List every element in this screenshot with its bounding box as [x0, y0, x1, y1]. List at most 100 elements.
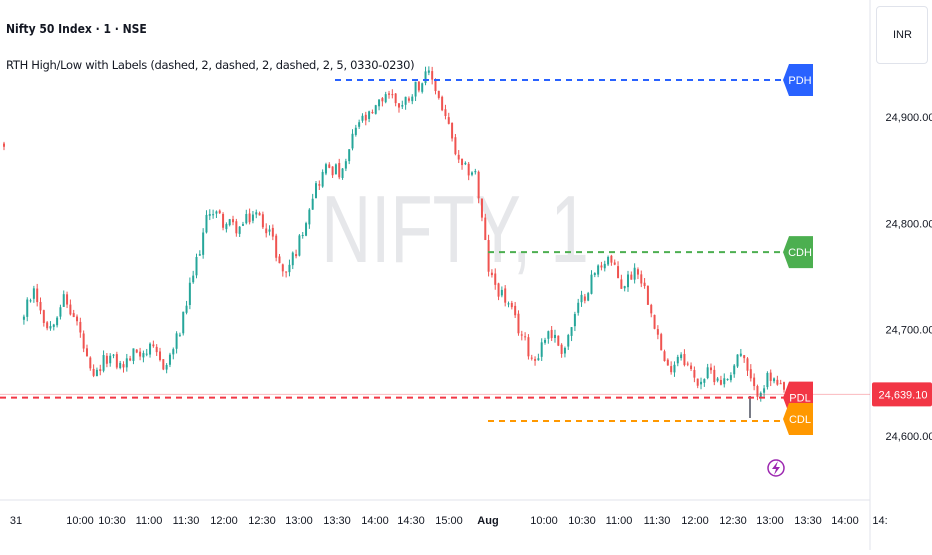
candle-body — [650, 304, 653, 314]
candle-body — [168, 354, 171, 365]
time-tick-label: 12:00 — [210, 515, 238, 527]
candle-body — [660, 334, 663, 351]
candle-body — [457, 154, 460, 160]
time-tick-label: 12:00 — [681, 515, 709, 527]
candle-body — [490, 272, 493, 276]
candle-body — [507, 303, 510, 305]
candle-body — [597, 265, 600, 275]
candle-body — [560, 344, 563, 354]
time-tick-label: 13:30 — [794, 515, 822, 527]
candle-body — [607, 256, 610, 265]
currency-button[interactable]: INR — [876, 6, 928, 64]
candle-body — [471, 172, 473, 175]
candle-body — [690, 365, 693, 370]
candle-body — [388, 93, 391, 95]
candle-body — [212, 214, 215, 216]
candle-body — [431, 71, 434, 80]
candle-body — [620, 279, 623, 289]
candle-body — [185, 305, 188, 313]
candle-body — [245, 214, 248, 224]
candle-body — [394, 93, 397, 104]
candle-body — [218, 210, 221, 214]
candle-body — [72, 313, 75, 318]
level-tag-label-pdh: PDH — [788, 75, 811, 87]
candle-body — [129, 358, 132, 361]
candle-body — [341, 168, 344, 178]
candle-body — [580, 294, 583, 303]
candle-body — [66, 294, 69, 305]
candle-body — [514, 305, 517, 316]
candle-body — [235, 221, 238, 234]
candle-body — [132, 348, 135, 361]
candle-body — [374, 105, 377, 114]
candle-body — [288, 264, 291, 273]
candle-body — [441, 96, 444, 111]
candle-body — [640, 274, 643, 284]
candle-body — [361, 115, 364, 121]
level-tag-pdh — [783, 64, 813, 96]
candle-body — [99, 369, 102, 372]
candle-body — [82, 333, 85, 349]
candle-body — [726, 378, 729, 380]
candle-body — [766, 372, 769, 388]
candle-body — [510, 302, 513, 308]
candle-body — [56, 317, 59, 326]
candle-body — [583, 296, 586, 301]
time-tick-label: 13:00 — [756, 515, 784, 527]
candle-body — [391, 94, 394, 96]
candle-body — [477, 171, 480, 199]
candle-body — [368, 111, 371, 119]
candle-body — [149, 343, 152, 355]
candle-body — [520, 334, 523, 336]
candle-body — [205, 214, 208, 233]
candle-body — [739, 353, 742, 356]
candle-body — [736, 354, 739, 367]
time-tick-label: 11:00 — [136, 515, 163, 527]
candle-body — [769, 372, 772, 381]
level-tag-cdh — [783, 236, 813, 269]
candle-body — [222, 213, 225, 228]
candle-body — [268, 229, 271, 232]
candle-body — [544, 339, 547, 343]
indicator-label[interactable]: RTH High/Low with Labels (dashed, 2, das… — [6, 58, 415, 72]
candle-body — [351, 133, 354, 149]
candle-body — [550, 329, 553, 339]
candle-body — [696, 378, 699, 386]
candle-body — [484, 217, 487, 241]
candle-body — [563, 347, 566, 354]
candle-body — [318, 184, 321, 186]
candle-body — [39, 301, 42, 311]
candle-body — [125, 358, 128, 368]
candle-body — [248, 213, 251, 223]
candle-body — [378, 99, 381, 107]
time-tick-label: 10:30 — [98, 515, 126, 527]
candle-body — [567, 335, 570, 347]
candle-body — [178, 334, 181, 336]
candle-body — [590, 274, 593, 294]
last-price-badge — [872, 382, 932, 407]
watermark-text: NIFTY, 1 — [321, 175, 589, 283]
candle-body — [192, 275, 195, 283]
candle-body — [155, 346, 158, 353]
candle-body — [680, 354, 683, 359]
candle-body — [719, 379, 722, 385]
candle-body — [467, 163, 470, 176]
candle-body — [278, 256, 281, 264]
candle-body — [328, 164, 331, 168]
candle-body — [301, 235, 304, 237]
candle-body — [109, 355, 112, 364]
candle-body — [461, 158, 464, 166]
candle-body — [401, 105, 404, 107]
candle-body — [773, 378, 776, 382]
candle-body — [159, 351, 161, 361]
candle-body — [208, 214, 211, 216]
candle-body — [397, 103, 400, 108]
candle-body — [381, 98, 384, 102]
candle-body — [573, 314, 576, 327]
candle-body — [646, 285, 649, 305]
candle-body — [706, 367, 709, 379]
candle-body — [371, 111, 374, 114]
candle-body — [251, 214, 254, 221]
